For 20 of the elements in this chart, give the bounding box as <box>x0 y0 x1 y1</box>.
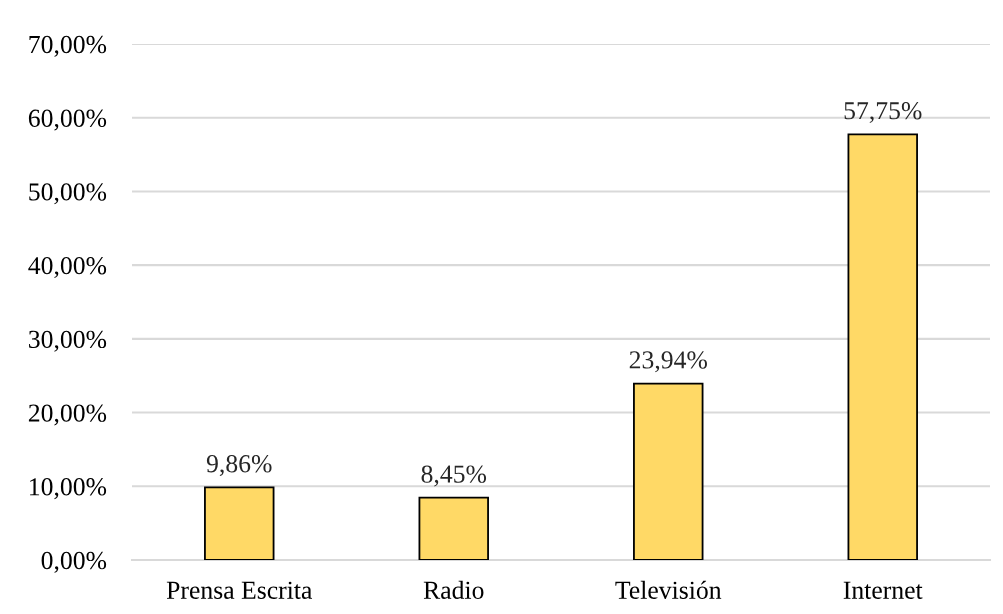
x-tick-label: Radio <box>423 580 484 599</box>
y-tick-label: 40,00% <box>28 256 107 279</box>
data-label: 8,45% <box>421 465 487 487</box>
y-tick-label: 10,00% <box>30 478 107 500</box>
bar <box>633 382 704 560</box>
data-label: 23,94% <box>629 351 707 373</box>
bar <box>418 496 489 560</box>
x-tick-label: Televisión <box>615 580 722 599</box>
x-tick-label: Internet <box>843 581 923 599</box>
bar <box>204 486 275 560</box>
data-label: 9,86% <box>206 455 272 477</box>
x-tick-label: Prensa Escrita <box>166 581 313 599</box>
y-tick-label: 70,00% <box>29 35 107 57</box>
y-tick-label: 30,00% <box>29 330 107 352</box>
y-tick-label: 20,00% <box>28 404 107 426</box>
y-tick-label: 0,00% <box>41 551 107 573</box>
y-tick-label: 50,00% <box>29 183 107 205</box>
data-label: 57,75% <box>844 102 922 124</box>
bar <box>847 133 918 560</box>
y-tick-label: 60,00% <box>28 109 107 131</box>
